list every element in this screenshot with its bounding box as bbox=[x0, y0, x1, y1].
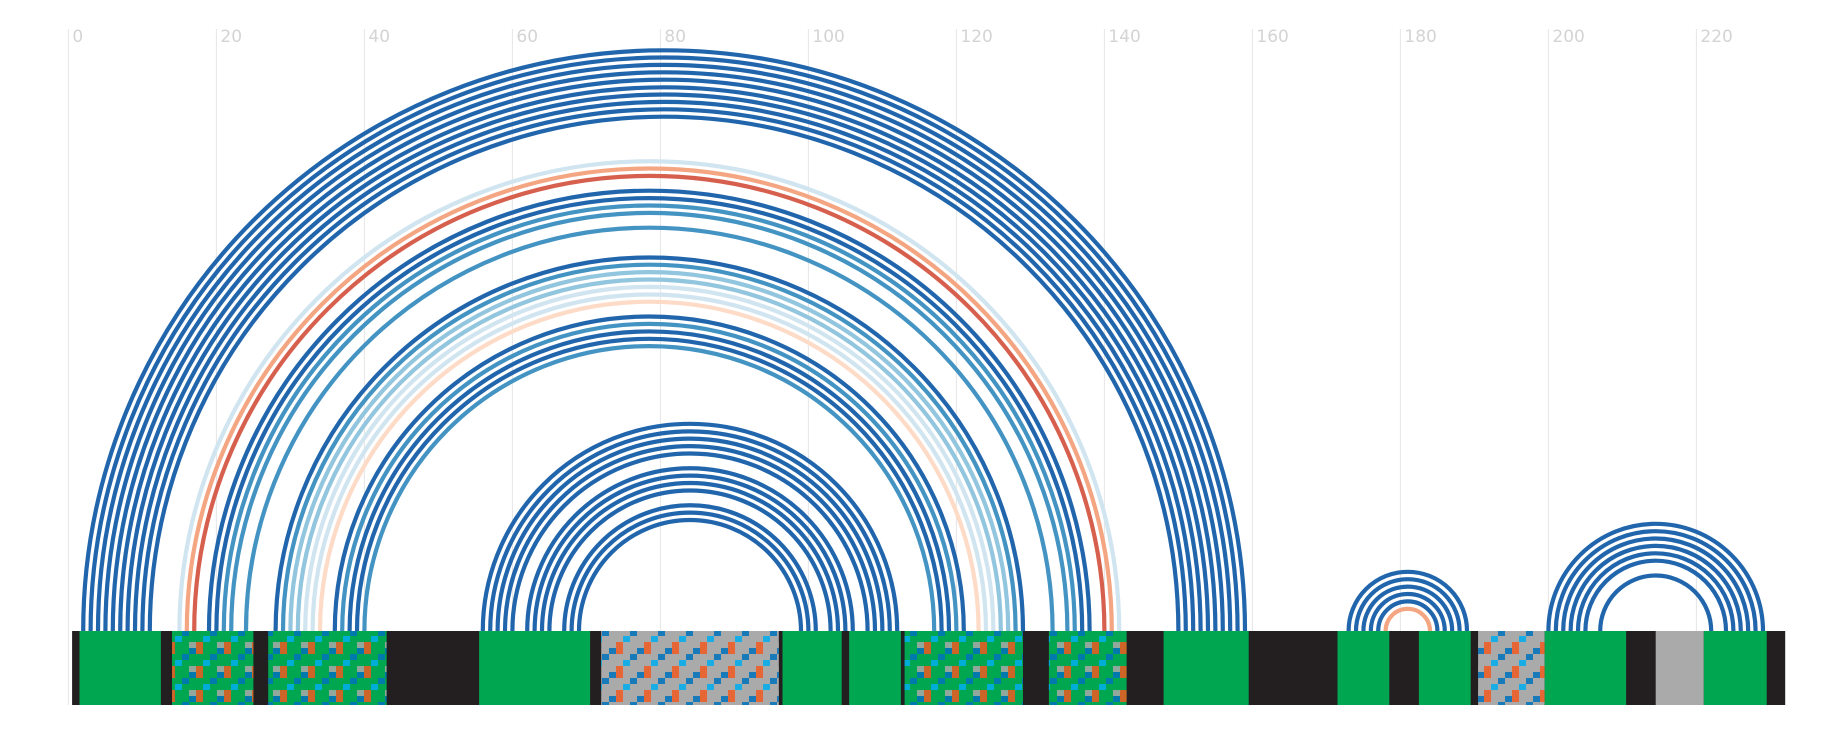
arc bbox=[229, 210, 1070, 632]
arc bbox=[214, 196, 1085, 632]
x-tick-label: 120 bbox=[960, 27, 992, 47]
arc bbox=[280, 262, 1018, 632]
arc bbox=[125, 92, 1203, 632]
alignment-texture bbox=[601, 631, 779, 705]
arc bbox=[510, 451, 870, 632]
arc bbox=[1583, 558, 1729, 632]
arc bbox=[539, 480, 841, 632]
arc bbox=[288, 270, 1011, 632]
arc bbox=[103, 70, 1225, 632]
arc bbox=[525, 466, 855, 632]
x-tick-label: 0 bbox=[72, 27, 83, 47]
arc bbox=[110, 77, 1218, 632]
arc bbox=[569, 510, 811, 632]
arc bbox=[81, 48, 1248, 632]
arc bbox=[221, 203, 1077, 632]
alignment-block bbox=[79, 631, 161, 705]
arc bbox=[1346, 569, 1470, 632]
arc bbox=[562, 503, 818, 632]
x-tick-label: 220 bbox=[1700, 27, 1732, 47]
x-tick-label: 180 bbox=[1404, 27, 1436, 47]
arc bbox=[547, 488, 833, 632]
arc bbox=[362, 344, 937, 632]
arc bbox=[332, 314, 966, 632]
arc bbox=[206, 188, 1092, 632]
alignment-block bbox=[1418, 631, 1471, 705]
arc bbox=[576, 517, 804, 632]
alignment-block bbox=[1655, 631, 1704, 705]
alignment-block bbox=[479, 631, 591, 705]
arc bbox=[118, 85, 1211, 632]
alignment-texture bbox=[172, 631, 254, 705]
x-tick-label: 40 bbox=[368, 27, 390, 47]
arc bbox=[1568, 543, 1743, 632]
arc bbox=[192, 173, 1107, 632]
x-tick-label: 80 bbox=[664, 27, 686, 47]
arc bbox=[1575, 551, 1736, 632]
alignment-texture bbox=[1478, 631, 1545, 705]
alignment-block bbox=[849, 631, 901, 705]
alignment-texture bbox=[268, 631, 387, 705]
alignment-block bbox=[782, 631, 842, 705]
arc bbox=[317, 299, 981, 632]
x-tick-label: 140 bbox=[1108, 27, 1140, 47]
arc bbox=[177, 159, 1122, 632]
arc bbox=[347, 329, 952, 632]
arc bbox=[295, 277, 1003, 632]
x-tick-label: 160 bbox=[1256, 27, 1288, 47]
arc bbox=[532, 473, 848, 632]
arc bbox=[1353, 577, 1462, 632]
arc bbox=[310, 292, 989, 632]
x-tick-label: 60 bbox=[516, 27, 538, 47]
arc bbox=[354, 336, 944, 632]
arc bbox=[1598, 573, 1714, 632]
x-tick-label: 20 bbox=[220, 27, 242, 47]
arc bbox=[1361, 584, 1455, 632]
x-tick-label: 100 bbox=[812, 27, 844, 47]
alignment-block bbox=[1703, 631, 1767, 705]
arc bbox=[140, 107, 1188, 632]
arc bbox=[243, 225, 1055, 632]
arc bbox=[1383, 606, 1433, 632]
arc bbox=[273, 255, 1026, 632]
alignment-texture bbox=[1048, 631, 1127, 705]
alignment-block bbox=[1544, 631, 1627, 705]
arc bbox=[303, 284, 996, 632]
arc bbox=[1376, 599, 1440, 632]
alignment-texture bbox=[904, 631, 1023, 705]
arc bbox=[1561, 536, 1751, 632]
arc bbox=[132, 99, 1196, 632]
arc bbox=[88, 55, 1240, 632]
alignment-block bbox=[1337, 631, 1390, 705]
arc bbox=[95, 62, 1233, 632]
arc bbox=[184, 166, 1114, 632]
arc bbox=[1546, 521, 1766, 632]
arc bbox=[480, 421, 900, 632]
x-tick-label: 200 bbox=[1552, 27, 1584, 47]
arc bbox=[502, 443, 878, 632]
arc bbox=[488, 429, 892, 632]
arc bbox=[147, 114, 1181, 632]
alignment-block bbox=[1163, 631, 1249, 705]
arc bbox=[495, 436, 885, 632]
arc bbox=[1553, 529, 1758, 632]
arc bbox=[340, 321, 959, 632]
arc bbox=[1368, 591, 1447, 632]
